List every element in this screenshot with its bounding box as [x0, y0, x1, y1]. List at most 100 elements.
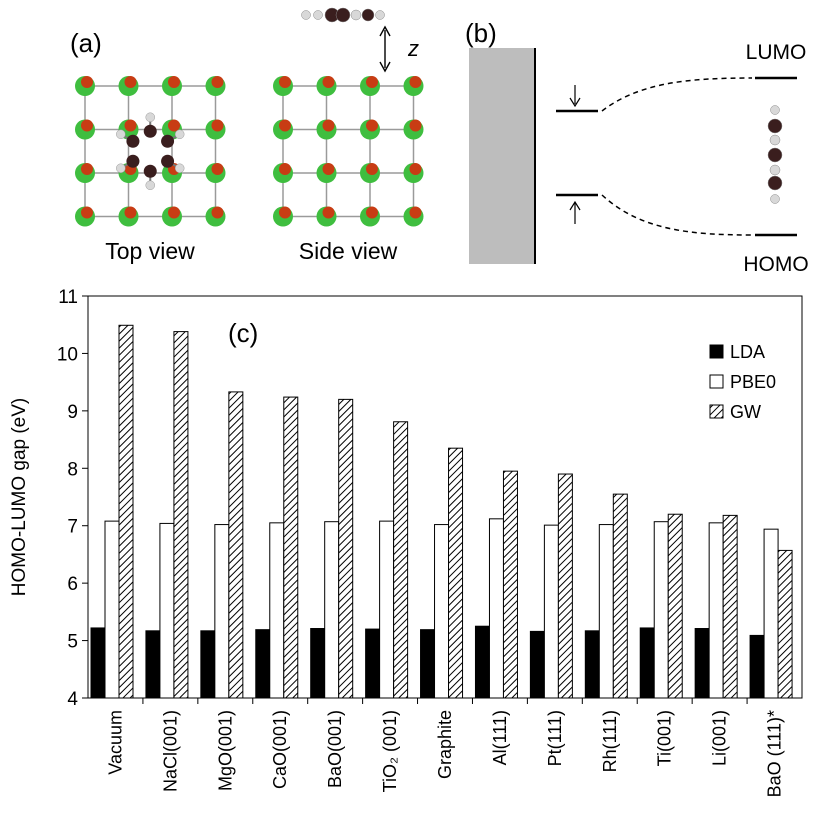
hydrogen-atom [174, 129, 185, 139]
homo-label: HOMO [743, 253, 808, 276]
homo-shift-arrow [569, 200, 581, 224]
legend-swatch-pbe0 [709, 374, 724, 389]
x-tick-label: CaO(001) [270, 710, 290, 789]
hydrogen-atom [301, 10, 311, 20]
anion-atom [211, 76, 224, 88]
bar-lda [584, 630, 600, 699]
bar-pbe0 [434, 524, 450, 699]
bar-gw [448, 447, 464, 699]
bar-lda [529, 630, 545, 699]
anion-atom [322, 119, 335, 132]
x-tick-label: NaCl(001) [160, 710, 180, 792]
bar-pbe0 [543, 524, 559, 699]
x-tick-label: Vacuum [105, 710, 125, 775]
x-axis: Vacuum NaCl(001) MgO(001) CaO(001) BaO(001) T… [105, 698, 785, 797]
panel-c: (c) HOMO-LUMO gap (eV) 4 5 6 7 8 9 10 11 Vacuum… [9, 287, 803, 797]
y-tick-label: 6 [67, 574, 78, 595]
bar-lda [145, 630, 161, 699]
anion-atom [124, 119, 137, 132]
y-tick-label: 9 [67, 402, 78, 423]
hydrogen-atom [769, 164, 781, 176]
anion-atom [211, 163, 224, 175]
x-tick-label: Ti(001) [655, 710, 675, 766]
legend-label-gw: GW [730, 402, 761, 422]
carbon-atom [143, 164, 157, 178]
anion-atom [211, 119, 224, 132]
anion-atom [124, 206, 137, 219]
bar-gw [393, 421, 409, 699]
bar-gw [338, 398, 354, 699]
y-tick-label: 8 [67, 459, 78, 480]
panel-c-label: (c) [228, 318, 258, 348]
carbon-atom [161, 134, 175, 148]
carbon-atom [767, 147, 783, 163]
bar-lda [310, 628, 326, 699]
anion-atom [366, 76, 378, 88]
anion-atom [211, 206, 224, 219]
hydrogen-atom [116, 129, 126, 139]
carbon-atom [361, 8, 375, 22]
bar-gw [667, 513, 683, 699]
carbon-atom [126, 134, 140, 148]
x-tick-label: Pt(111) [545, 710, 565, 766]
bar-lda [200, 630, 216, 699]
lumo-shift-arrow [569, 85, 581, 108]
x-tick-label: Graphite [435, 710, 455, 779]
anion-atom [168, 119, 180, 132]
hydrogen-atom [313, 10, 323, 20]
metal-surface [469, 48, 535, 264]
y-tick-label: 10 [57, 344, 78, 365]
legend-label-pbe0: PBE0 [730, 372, 776, 392]
bar-lda [365, 628, 381, 699]
x-tick-label: Li(001) [710, 710, 730, 766]
bar-pbe0 [379, 520, 395, 699]
carbon-atom [767, 175, 783, 191]
lumo-label: LUMO [746, 41, 807, 64]
anion-atom [409, 206, 422, 219]
bar-pbe0 [159, 522, 175, 699]
legend-swatch-lda [709, 344, 724, 359]
side-view-caption: Side view [299, 238, 398, 264]
panel-a-label: (a) [70, 28, 102, 58]
legend-swatch-gw [709, 404, 724, 419]
distance-z-label: z [407, 36, 419, 61]
y-tick-label: 7 [67, 517, 78, 538]
anion-atom [279, 119, 291, 132]
x-tick-label: BaO(001) [325, 710, 345, 788]
bar-pbe0 [488, 518, 504, 699]
bar-pbe0 [708, 522, 724, 699]
hydrogen-atom [350, 9, 362, 21]
top-view-caption: Top view [105, 238, 195, 264]
x-tick-label: TiO₂ (001) [380, 710, 400, 792]
hydrogen-atom [116, 163, 126, 173]
bar-gw [777, 549, 793, 699]
hydrogen-atom [769, 134, 781, 146]
bar-gw [283, 396, 299, 699]
anion-atom [366, 119, 378, 132]
bar-lda [694, 628, 710, 699]
bar-pbe0 [214, 524, 230, 699]
x-tick-label: Rh(111) [600, 710, 620, 772]
panel-b-label: (b) [465, 18, 497, 48]
bar-lda [255, 629, 271, 699]
benzene-side-on [767, 105, 783, 204]
carbon-atom [143, 124, 157, 138]
hydrogen-atom [174, 163, 185, 173]
bar-lda [90, 627, 106, 699]
bar-gw [722, 514, 738, 699]
bar-pbe0 [598, 524, 614, 699]
bar-lda [474, 625, 490, 699]
anion-atom [81, 119, 93, 132]
hydrogen-atom [375, 10, 385, 20]
carbon-atom [126, 154, 140, 168]
bar-gw [612, 493, 628, 699]
carbon-atom [335, 7, 351, 23]
hydrogen-atom [770, 194, 780, 204]
carbon-atom [767, 118, 783, 134]
top-view-structure [75, 76, 226, 227]
panel-a: (a) Top view Side view z [70, 7, 424, 264]
bar-lda [420, 629, 436, 699]
x-tick-label: MgO(001) [215, 710, 235, 791]
lumo-connector [601, 77, 753, 112]
